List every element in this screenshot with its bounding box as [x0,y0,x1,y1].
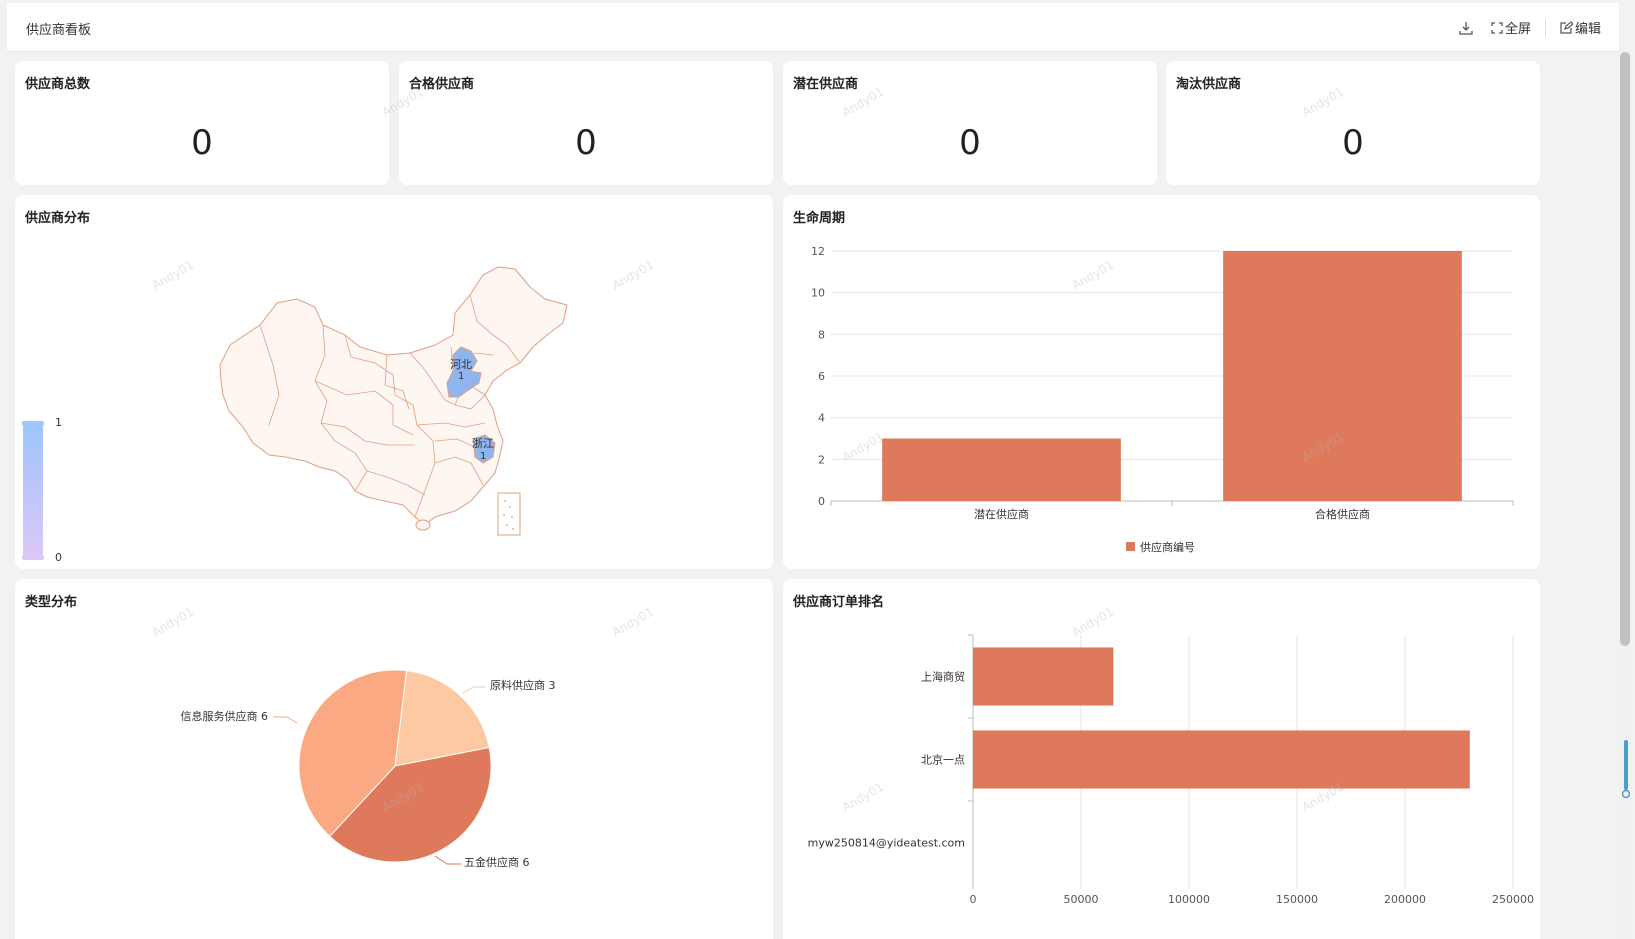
bar[interactable] [1223,251,1462,501]
pie-slice[interactable] [328,746,492,863]
y-tick-label: 北京一点 [921,753,965,767]
y-tick-label: 12 [811,245,825,258]
page-title: 供应商看板 [26,23,92,38]
scrollbar-thumb[interactable] [1620,52,1630,646]
edit-button[interactable]: 编辑 [1560,18,1601,37]
region-zhejiang[interactable] [472,434,496,464]
bar[interactable] [973,647,1114,706]
stat-card-eliminated: 淘汰供应商 0 [1166,61,1540,185]
x-tick-label: 250000 [1492,893,1534,906]
stat-value: 0 [575,123,597,163]
legend-swatch[interactable] [1126,542,1135,551]
region-value-zhejiang: 1 [480,451,486,462]
stat-label: 潜在供应商 [793,77,859,92]
stat-label: 合格供应商 [409,77,475,92]
card-title: 供应商分布 [25,211,91,226]
x-tick-label: 0 [970,893,977,906]
fullscreen-icon [1491,21,1503,34]
pie-slice[interactable] [394,670,490,767]
y-tick-label: 8 [818,328,825,341]
stat-label: 供应商总数 [25,77,91,92]
stat-card-potential: 潜在供应商 0 [783,61,1157,185]
type-distribution-card: 类型分布 原料供应商 3 五金供应商 6 信息服务供应商 6 [15,579,773,939]
download-button[interactable] [1459,21,1475,35]
y-tick-label: 4 [818,412,825,425]
card-title: 生命周期 [793,211,846,226]
bar[interactable] [973,730,1470,789]
china-map[interactable]: 1 0 河北 1 浙江 1 [15,195,773,569]
toolbar-divider [1544,18,1546,37]
zoom-slider[interactable] [1622,740,1630,800]
stat-value: 0 [959,123,981,163]
edit-icon [1560,21,1573,34]
y-tick-label: 6 [818,370,825,383]
region-value-hebei: 1 [458,371,464,382]
visual-map-max: 1 [55,416,62,429]
x-tick-label: 合格供应商 [1315,507,1370,521]
visual-map-bar[interactable] [23,424,43,558]
region-hainan [415,519,431,531]
visual-map-handle-bottom[interactable] [22,555,44,560]
type-pie-chart: 原料供应商 3 五金供应商 6 信息服务供应商 6 [181,669,556,869]
x-tick-label: 50000 [1064,893,1099,906]
visual-map-handle-top[interactable] [22,421,44,426]
map-outline [219,266,568,526]
card-title: 供应商订单排名 [793,595,885,610]
pie-label-line [462,686,485,694]
pie-label: 五金供应商 6 [464,855,530,869]
south-sea-islands [503,500,514,530]
stat-label: 淘汰供应商 [1176,77,1242,92]
download-icon [1459,21,1473,35]
visual-map-min: 0 [55,551,62,564]
y-tick-label: 10 [811,287,825,300]
south-sea-inset [497,492,521,536]
distribution-map-card: 供应商分布 1 0 [15,195,773,569]
y-tick-label: myw250814@yideatest.com [808,837,965,850]
stat-card-total: 供应商总数 0 [15,61,389,185]
pie-label: 原料供应商 3 [490,678,556,692]
y-tick-label: 2 [818,453,825,466]
x-tick-label: 200000 [1384,893,1426,906]
fullscreen-label: 全屏 [1504,22,1531,37]
order-ranking-card: 供应商订单排名 0 50000 100000 150000 200000 250000 上海… [783,579,1540,939]
y-tick-label: 0 [818,495,825,508]
toolbar: 全屏 编辑 [1459,18,1601,37]
x-tick-label: 100000 [1168,893,1210,906]
x-tick-label: 潜在供应商 [974,507,1029,521]
region-label-hebei: 河北 [450,358,472,371]
x-tick-label: 150000 [1276,893,1318,906]
card-title: 类型分布 [25,595,78,610]
fullscreen-button[interactable]: 全屏 [1491,18,1531,37]
page-scrollbar[interactable] [1619,50,1631,939]
bar[interactable] [882,438,1121,502]
region-hebei[interactable] [446,346,482,398]
pie-label-line [273,716,298,724]
pie-label: 信息服务供应商 6 [181,709,269,723]
y-tick-label: 上海商贸 [921,670,965,684]
top-bar: 供应商看板 全屏 编辑 [7,3,1619,52]
region-label-zhejiang: 浙江 [472,437,494,450]
stat-value: 0 [191,123,213,163]
stat-value: 0 [1342,123,1364,163]
edit-label: 编辑 [1574,22,1601,37]
pie-label-line [434,855,461,865]
stat-card-qualified: 合格供应商 0 [399,61,773,185]
legend-label[interactable]: 供应商编号 [1140,540,1195,554]
pie-slice[interactable] [298,669,408,838]
lifecycle-card: 生命周期 0 2 4 6 8 10 12 潜在供应商 合格供应商供应商编号 [783,195,1540,569]
